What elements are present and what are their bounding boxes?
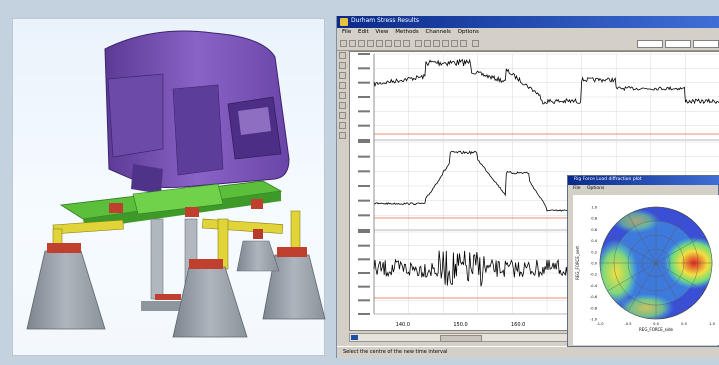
polar-y-tick-label: 0.2 — [591, 250, 597, 254]
polar-y-tick-label: 0.6 — [591, 228, 597, 232]
y-tick-label — [358, 110, 370, 113]
heat-region-warm — [618, 294, 674, 319]
toolbar-field-3[interactable] — [693, 40, 719, 48]
status-text: Select the centre of the new time interv… — [343, 349, 448, 355]
undo-icon[interactable] — [394, 40, 401, 47]
popup-titlebar[interactable]: Rig Force Load diffraction plot — [568, 176, 719, 185]
y-tick-label — [358, 229, 370, 231]
tool-icon[interactable] — [339, 112, 346, 119]
cad-render-panel — [12, 18, 326, 356]
marker-icon[interactable] — [424, 40, 431, 47]
polar-spoke — [607, 234, 705, 292]
y-tick-label — [358, 67, 370, 70]
flag-icon[interactable] — [433, 40, 440, 47]
y-tick-label — [358, 299, 370, 302]
y-tick-label — [358, 244, 370, 247]
polar-x-tick-label: -0.5 — [624, 322, 631, 326]
menu-edit[interactable]: Edit — [357, 29, 369, 35]
polar-x-axis-label: REG_FORCE_side — [639, 327, 673, 332]
cut-icon[interactable] — [367, 40, 374, 47]
paste-icon[interactable] — [385, 40, 392, 47]
scroll-thumb[interactable] — [440, 335, 482, 342]
zoom-icon[interactable] — [403, 40, 410, 47]
cab-test-rig-illustration — [26, 30, 326, 338]
plot-horizontal-scrollbar[interactable] — [349, 333, 589, 342]
trace-top — [373, 58, 719, 105]
y-tick-label — [358, 313, 370, 315]
y-tick-label — [358, 139, 370, 141]
toolbar-field-2[interactable] — [665, 40, 691, 48]
menu-channels[interactable]: Channels — [425, 29, 451, 35]
app-menubar: File Edit View Methods Channels Options — [337, 28, 719, 37]
polar-y-tick-label: -0.2 — [590, 273, 597, 277]
popup-menu-file[interactable]: File — [573, 186, 581, 191]
y-tick-label — [358, 185, 370, 187]
y-tick-label — [358, 141, 370, 143]
y-tick-label — [358, 81, 370, 84]
y-tick-label — [358, 124, 370, 127]
tool-icon[interactable] — [339, 122, 346, 129]
tool-icon[interactable] — [339, 102, 346, 109]
chart-icon[interactable] — [472, 40, 479, 47]
polar-x-tick-label: 1.0 — [709, 322, 715, 326]
app-toolbar — [337, 38, 719, 51]
app-titlebar[interactable]: Durham Stress Results — [337, 16, 719, 28]
tool-icon[interactable] — [339, 72, 346, 79]
polar-y-tick-label: 1.0 — [591, 206, 597, 210]
menu-options[interactable]: Options — [457, 29, 479, 35]
polar-y-tick-label: -1.0 — [590, 318, 598, 322]
polar-x-tick-label: -1.0 — [596, 322, 604, 326]
menu-view[interactable]: View — [375, 29, 389, 35]
tool-icon[interactable] — [339, 132, 346, 139]
tool-icon[interactable] — [339, 52, 346, 59]
tool-icon[interactable] — [339, 62, 346, 69]
y-tick-label — [358, 231, 370, 233]
polar-y-axis-label: REG_FORCE_vert — [575, 246, 580, 280]
y-tick-label — [358, 272, 370, 274]
polar-y-tick-label: -0.4 — [590, 284, 598, 288]
polar-y-tick-label: 0.4 — [591, 239, 597, 243]
y-tick-label — [358, 155, 370, 158]
open-icon[interactable] — [340, 40, 347, 47]
polar-y-tick-label: 0.0 — [591, 262, 597, 266]
menu-file[interactable]: File — [342, 29, 352, 35]
print-icon[interactable] — [358, 40, 365, 47]
scroll-left-arrow-icon[interactable] — [351, 335, 358, 340]
y-tick-label — [358, 199, 370, 202]
polar-heatmap-chart: 1.0 0.8 0.6 0.4 0.2 0.0 -0.2 -0.4 -0.6 -0.8 -1.0-1… — [575, 206, 716, 333]
y-tick-label — [358, 170, 370, 173]
flag-icon[interactable] — [442, 40, 449, 47]
y-tick-label — [358, 285, 370, 288]
x-tick-label: 140.0 — [396, 322, 410, 328]
x-tick-label: 150.0 — [453, 322, 467, 328]
popup-menubar: File Options — [568, 185, 719, 193]
cursor-icon[interactable] — [415, 40, 422, 47]
polar-y-tick-label: -0.8 — [590, 306, 598, 310]
app-title: Durham Stress Results — [351, 17, 420, 24]
polar-x-tick-label: 0.0 — [653, 322, 659, 326]
x-tick-label: 160.0 — [511, 322, 525, 328]
polar-y-tick-label: 0.8 — [591, 217, 597, 221]
y-tick-label — [358, 53, 370, 55]
tool-icon[interactable] — [339, 82, 346, 89]
status-bar: Select the centre of the new time interv… — [337, 346, 719, 358]
save-icon[interactable] — [349, 40, 356, 47]
polar-y-tick-label: -0.6 — [590, 295, 598, 299]
y-tick-label — [358, 96, 370, 98]
polar-heatmap-plot[interactable]: 1.0 0.8 0.6 0.4 0.2 0.0 -0.2 -0.4 -0.6 -0.8 -1.0 -1… — [573, 195, 719, 345]
popup-title: Rig Force Load diffraction plot — [574, 177, 642, 182]
menu-methods[interactable]: Methods — [395, 29, 419, 35]
flag-icon[interactable] — [460, 40, 467, 47]
app-icon — [340, 18, 348, 26]
y-tick-label — [358, 214, 370, 217]
popup-menu-options[interactable]: Options — [586, 186, 605, 191]
flag-icon[interactable] — [451, 40, 458, 47]
copy-icon[interactable] — [376, 40, 383, 47]
y-tick-label — [358, 258, 370, 261]
toolbar-field-1[interactable] — [637, 40, 663, 48]
polar-x-tick-label: 0.5 — [681, 322, 687, 326]
tool-icon[interactable] — [339, 92, 346, 99]
polar-plot-window: Rig Force Load diffraction plot File Opt… — [567, 175, 719, 347]
